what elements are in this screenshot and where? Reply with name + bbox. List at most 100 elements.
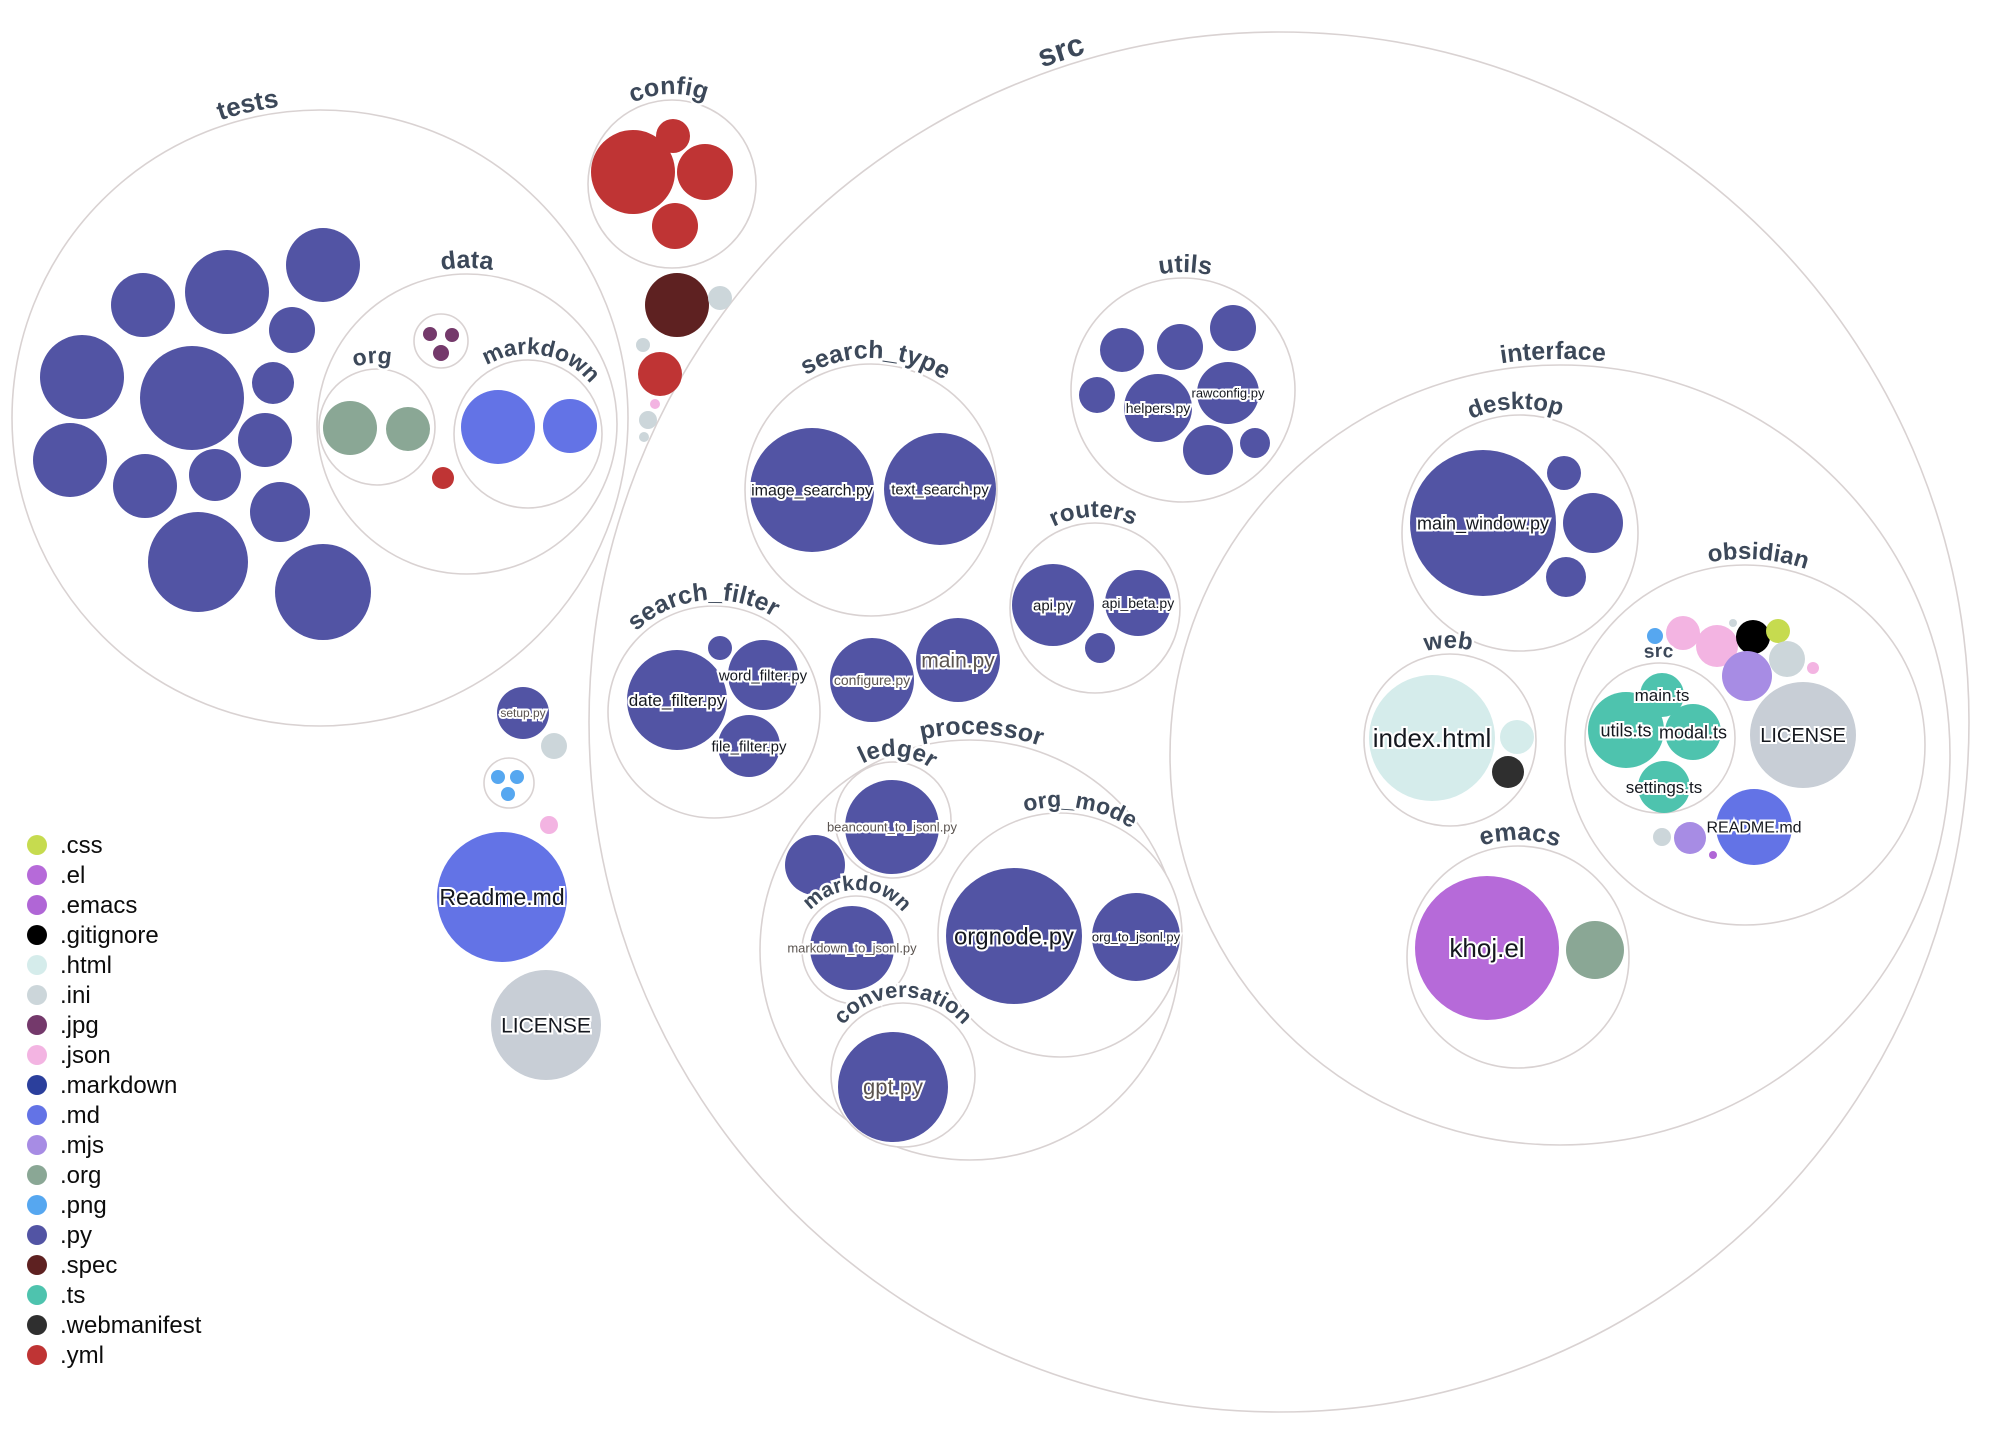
file-circle-ini — [1653, 828, 1671, 846]
file-label-main-py: main.py — [921, 649, 995, 672]
file-label-README-md: README.md — [1706, 820, 1801, 837]
file-label-markdown-to-jsonl-py: markdown_to_jsonl.py — [787, 941, 917, 956]
file-label-Readme-md: Readme.md — [439, 884, 564, 910]
file-circle-jpg — [445, 328, 459, 342]
file-circle-py — [140, 346, 244, 450]
file-circle-json — [1666, 616, 1700, 650]
file-circle-yml — [652, 203, 698, 249]
legend-swatch-spec — [27, 1255, 47, 1275]
file-circle-org — [386, 407, 430, 451]
legend-swatch-png — [27, 1195, 47, 1215]
file-circle-emacs — [1709, 851, 1717, 859]
file-label-main-ts: main.ts — [1635, 686, 1690, 705]
legend-swatch-webmanifest — [27, 1315, 47, 1335]
file-circle-py — [1563, 493, 1623, 553]
file-circle-api-py — [1012, 564, 1094, 646]
file-circle-py — [1210, 305, 1256, 351]
file-circle-word-filter-py — [728, 640, 798, 710]
file-circle-py — [1547, 456, 1581, 490]
file-circle-py — [275, 544, 371, 640]
file-circle-main-py — [916, 618, 1000, 702]
file-circle-css — [1766, 619, 1790, 643]
file-circle-py — [1183, 425, 1233, 475]
file-circle-yml — [591, 130, 675, 214]
file-circle-jpg — [433, 345, 449, 361]
file-circle-org — [323, 401, 377, 455]
file-circle-py — [1240, 428, 1270, 458]
file-circle-orgnode-py — [946, 868, 1082, 1004]
file-label-khoj-el: khoj.el — [1449, 933, 1524, 963]
file-circle-json — [1696, 625, 1738, 667]
file-circle-yml — [677, 144, 733, 200]
legend-label-ts: .ts — [60, 1282, 85, 1309]
file-circle-py — [113, 454, 177, 518]
file-label-date-filter-py: date_filter.py — [629, 691, 726, 710]
file-circle-py — [1546, 557, 1586, 597]
file-circle-org — [1566, 921, 1624, 979]
file-circle-yml — [638, 352, 682, 396]
legend-swatch-org — [27, 1165, 47, 1185]
file-label-helpers-py: helpers.py — [1126, 400, 1191, 416]
file-circle-py — [111, 273, 175, 337]
file-circle-jpg — [423, 327, 437, 341]
file-label-configure-py: configure.py — [834, 672, 910, 688]
file-circle-modal-ts — [1665, 704, 1721, 760]
file-circle-settings-ts — [1638, 761, 1690, 813]
file-circle-ini — [639, 411, 657, 429]
file-circle-gitignore — [1736, 620, 1770, 654]
file-circle-yml — [432, 467, 454, 489]
file-circle-py — [238, 413, 292, 467]
legend-swatch-css — [27, 835, 47, 855]
file-circle-md — [543, 399, 597, 453]
file-circle-py — [252, 362, 294, 404]
legend-swatch-json — [27, 1045, 47, 1065]
folder-label-web: web — [1421, 627, 1475, 657]
legend-swatch-el — [27, 865, 47, 885]
legend-swatch-mjs — [27, 1135, 47, 1155]
file-circle-helpers-py — [1124, 374, 1192, 442]
legend-label-jpg: .jpg — [60, 1012, 99, 1039]
file-circle-file-filter-py — [718, 715, 780, 777]
legend-swatch-py — [27, 1225, 47, 1245]
folder-label-interface: interface — [1498, 337, 1607, 369]
file-circle-py — [708, 636, 732, 660]
legend-label-yml: .yml — [60, 1342, 104, 1369]
folder-label-utils: utils — [1157, 250, 1215, 281]
legend-swatch-markdown — [27, 1075, 47, 1095]
file-circle-png — [501, 787, 515, 801]
legend-swatch-gitignore — [27, 925, 47, 945]
file-circle-index-html — [1369, 675, 1495, 801]
file-circle-beancount-to-jsonl-py — [845, 780, 939, 874]
file-circle-yml — [656, 119, 690, 153]
file-label-file-filter-py: file_filter.py — [711, 738, 787, 755]
file-label-orgnode-py: orgnode.py — [954, 923, 1074, 950]
file-circle-ini — [636, 338, 650, 352]
file-circle-py — [785, 835, 845, 895]
file-circle-png — [1647, 628, 1663, 644]
legend-label-json: .json — [60, 1042, 111, 1069]
file-label-utils-ts: utils.ts — [1600, 720, 1651, 740]
file-circle-Readme-md — [437, 832, 567, 962]
legend-label-ini: .ini — [60, 982, 91, 1009]
file-circle-spec — [645, 273, 709, 337]
file-circle-org-to-jsonl-py — [1092, 893, 1180, 981]
file-circle-webmanifest — [1492, 756, 1524, 788]
file-circle-py — [269, 307, 315, 353]
file-label-modal-ts: modal.ts — [1659, 722, 1727, 742]
file-circle-rawconfig-py — [1197, 362, 1259, 424]
file-circle-json — [540, 816, 558, 834]
file-circle-py — [33, 423, 107, 497]
file-circle-setup-py — [497, 687, 549, 739]
file-circle-ini — [541, 733, 567, 759]
file-label-word-filter-py: word_filter.py — [718, 667, 808, 684]
file-circle-ini — [639, 432, 649, 442]
file-circle-README-md — [1716, 789, 1792, 865]
legend-swatch-ini — [27, 985, 47, 1005]
file-circle-py — [1100, 328, 1144, 372]
legend-swatch-ts — [27, 1285, 47, 1305]
file-circle-api-beta-py — [1105, 570, 1171, 636]
file-circle-LICENSE — [1750, 682, 1856, 788]
file-circle-py — [40, 335, 124, 419]
